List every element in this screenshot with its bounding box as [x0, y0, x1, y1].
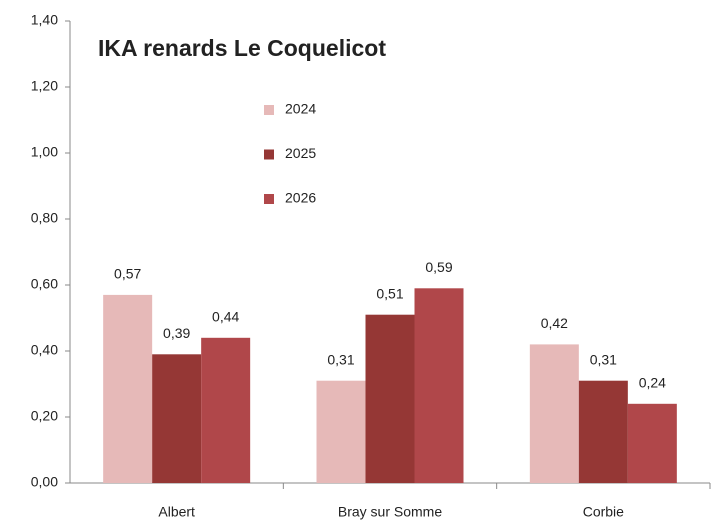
y-tick-label: 0,20 [31, 408, 58, 424]
y-tick-label: 0,40 [31, 342, 58, 358]
legend-swatch [264, 105, 274, 115]
x-tick-label: Bray sur Somme [338, 504, 442, 520]
legend-label: 2025 [285, 145, 316, 161]
bar [103, 294, 153, 483]
bar [152, 354, 202, 483]
y-tick-label: 0,80 [31, 210, 58, 226]
y-tick-label: 0,60 [31, 276, 58, 292]
legend-label: 2026 [285, 190, 316, 206]
value-label: 0,31 [590, 351, 617, 367]
legend-swatch [264, 149, 274, 160]
chart-title: IKA renards Le Coquelicot [98, 35, 386, 61]
legend-label: 2024 [285, 101, 316, 117]
bar [201, 337, 251, 483]
value-label: 0,57 [114, 266, 141, 282]
y-tick-label: 0,00 [31, 474, 58, 490]
y-tick-label: 1,20 [31, 78, 58, 94]
value-label: 0,51 [376, 285, 403, 301]
bar [414, 288, 464, 483]
x-tick-label: Corbie [583, 504, 624, 520]
bar [627, 403, 677, 483]
value-label: 0,24 [639, 375, 666, 391]
bar [529, 344, 579, 483]
legend-swatch [264, 194, 274, 204]
value-label: 0,42 [541, 315, 568, 331]
value-label: 0,59 [425, 259, 452, 275]
value-label: 0,39 [163, 325, 190, 341]
y-tick-label: 1,00 [31, 144, 58, 160]
value-label: 0,44 [212, 309, 239, 325]
value-label: 0,31 [327, 351, 354, 367]
bar [578, 380, 628, 483]
x-tick-label: Albert [158, 504, 195, 520]
bar [316, 380, 366, 483]
bar [365, 314, 415, 483]
y-tick-label: 1,40 [31, 12, 58, 28]
